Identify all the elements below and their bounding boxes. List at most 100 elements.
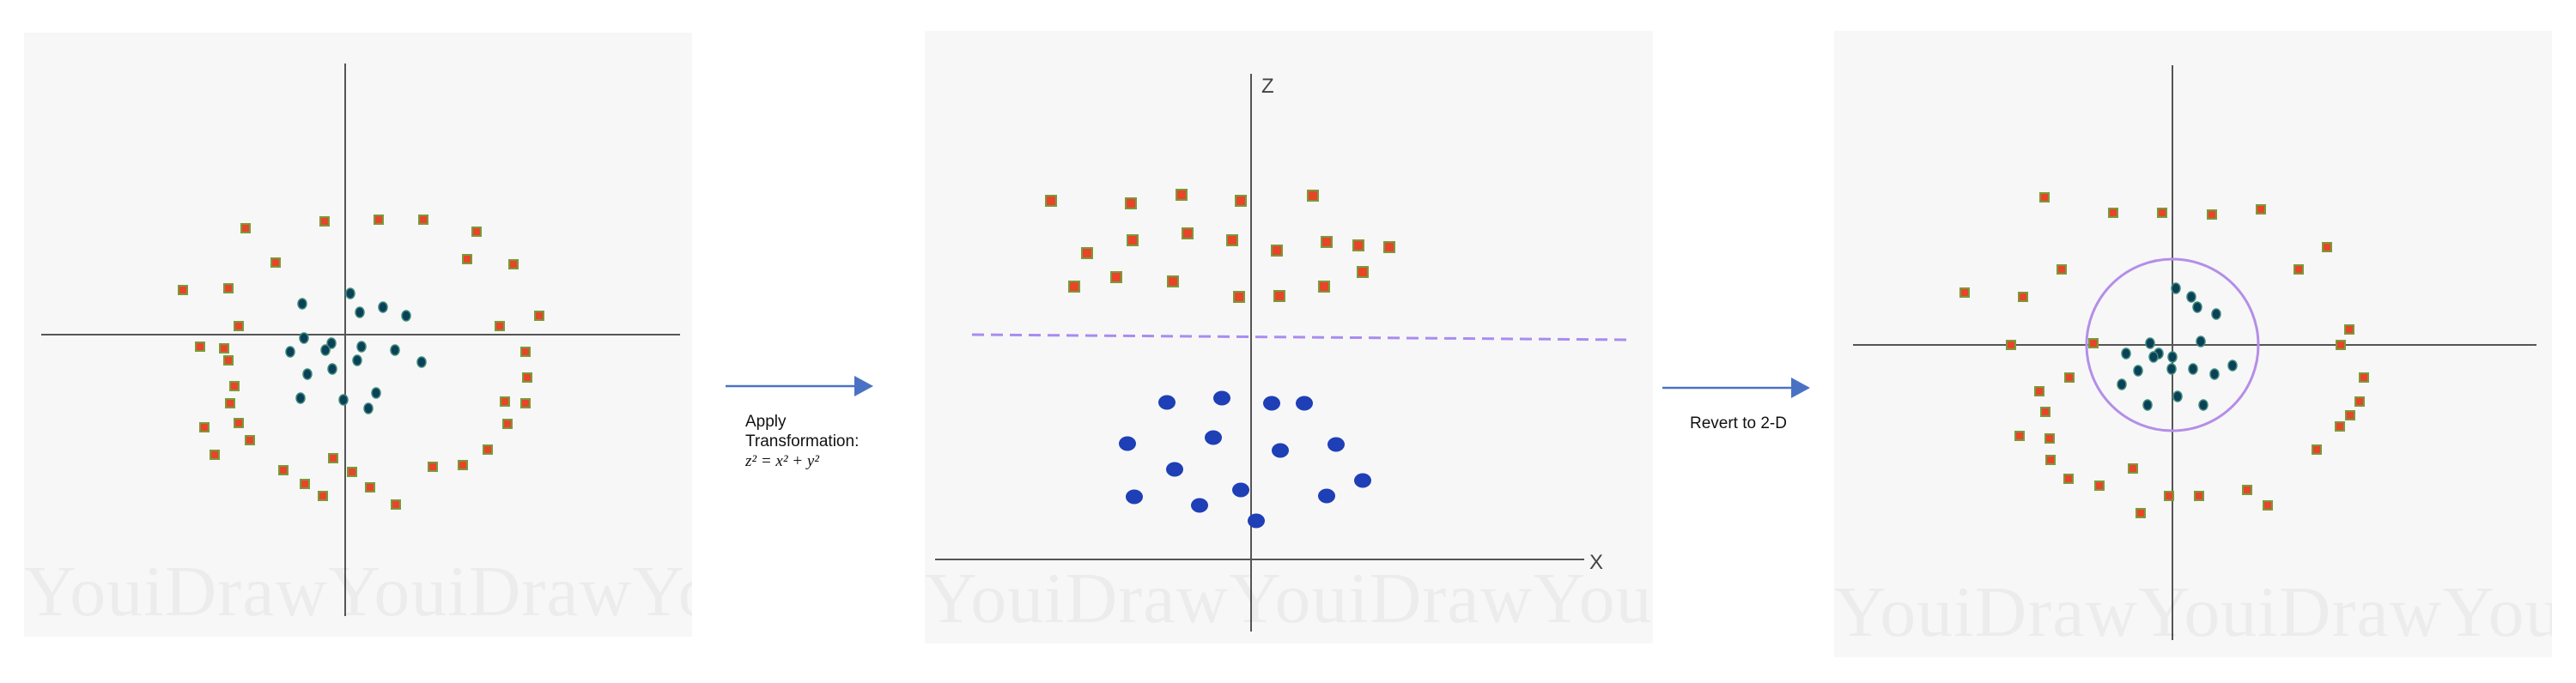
square-point — [2207, 209, 2217, 220]
square-point — [2263, 500, 2273, 511]
dot-point — [2209, 368, 2220, 380]
square-point — [1127, 234, 1139, 246]
dot-point — [371, 387, 381, 399]
decision-boundary-circle — [2085, 257, 2260, 432]
square-point — [2242, 485, 2252, 495]
square-point — [178, 285, 188, 295]
square-point — [1383, 241, 1395, 253]
dot-point — [390, 344, 400, 356]
square-point — [2064, 372, 2075, 383]
square-point — [1357, 266, 1369, 278]
dot-point — [1327, 437, 1345, 452]
square-point — [318, 491, 328, 501]
dot-point — [1166, 462, 1183, 477]
dot-point — [1248, 513, 1265, 529]
dot-point — [1232, 482, 1249, 498]
inner-cluster-dots — [2117, 282, 2238, 411]
square-point — [495, 321, 505, 331]
square-point — [219, 343, 229, 354]
square-point — [1176, 189, 1188, 201]
dot-point — [2121, 348, 2131, 360]
watermark: YouiDrawYouiDrawYouiI — [925, 557, 1653, 640]
square-point — [2157, 208, 2167, 218]
outer-ring-squares — [1959, 192, 2369, 518]
transformed-panel: Z X YouiDrawYouiDrawYouiI — [925, 31, 1653, 644]
square-point — [223, 355, 234, 366]
square-point — [210, 450, 220, 460]
square-point — [483, 444, 493, 455]
square-point — [1045, 195, 1057, 207]
watermark: YouiDrawYouiDrawYoui — [1834, 571, 2552, 654]
inner-cluster-dots — [285, 287, 427, 414]
square-point — [2336, 340, 2346, 350]
dot-point — [2172, 390, 2183, 402]
square-point — [2359, 372, 2369, 383]
square-point — [2039, 192, 2050, 202]
dot-point — [352, 354, 362, 366]
dot-point — [2145, 337, 2155, 349]
dot-point — [2198, 399, 2208, 411]
revert-arrow — [1662, 378, 1810, 398]
dot-point — [355, 306, 365, 318]
dot-point — [1318, 488, 1335, 504]
square-point — [2063, 474, 2074, 484]
z-axis-label: Z — [1261, 75, 1274, 98]
square-point — [2345, 410, 2355, 420]
square-point — [229, 381, 240, 391]
caption-line-apply: Apply — [745, 413, 787, 431]
dot-point — [1205, 430, 1222, 445]
transform-arrow — [726, 376, 873, 396]
square-point — [1235, 195, 1247, 207]
revert-caption: Revert to 2-D — [1690, 414, 1787, 432]
dot-point — [320, 344, 331, 356]
square-point — [2108, 208, 2118, 218]
square-point — [1271, 245, 1283, 257]
separating-plane-line — [971, 333, 1630, 342]
dot-point — [1272, 443, 1289, 458]
square-point — [374, 215, 384, 225]
square-point — [1125, 197, 1137, 209]
square-point — [2045, 455, 2056, 465]
square-point — [300, 479, 310, 489]
square-point — [2136, 508, 2146, 518]
watermark: YouiDrawYouiDrawYou — [24, 550, 692, 633]
result-2d-plot — [1853, 65, 2537, 640]
square-point — [2034, 386, 2044, 396]
dot-point — [2192, 301, 2202, 313]
dot-point — [1158, 395, 1176, 410]
square-point — [1318, 281, 1330, 293]
square-point — [534, 311, 544, 321]
dot-point — [2117, 378, 2127, 390]
square-point — [2322, 242, 2332, 252]
dot-point — [1126, 489, 1143, 505]
square-point — [428, 462, 438, 472]
square-point — [522, 372, 532, 383]
outer-ring-squares — [178, 215, 544, 510]
dot-point — [356, 341, 367, 353]
dot-point — [2148, 351, 2159, 363]
square-point — [471, 227, 482, 237]
square-point — [2312, 444, 2322, 455]
square-point — [391, 499, 401, 510]
dot-point — [295, 392, 306, 404]
square-point — [1307, 190, 1319, 202]
square-point — [2293, 264, 2304, 275]
square-point — [199, 422, 210, 432]
square-point — [195, 342, 205, 352]
dot-point — [1191, 498, 1208, 513]
square-point — [245, 435, 255, 445]
square-point — [328, 453, 338, 463]
dot-point — [2142, 399, 2153, 411]
dot-point — [2188, 363, 2198, 375]
lower-blue-dots — [1119, 390, 1371, 529]
transformation-caption: Apply Transformation: z² = x² + y² — [745, 412, 859, 471]
square-point — [225, 398, 235, 408]
square-point — [240, 223, 251, 233]
original-2d-panel: YouiDrawYouiDrawYou — [24, 33, 692, 637]
transformation-equation: z² = x² + y² — [745, 452, 819, 470]
square-point — [223, 283, 234, 293]
square-point — [2335, 421, 2345, 432]
square-point — [462, 254, 472, 264]
dot-point — [401, 310, 411, 322]
square-point — [2006, 340, 2016, 350]
